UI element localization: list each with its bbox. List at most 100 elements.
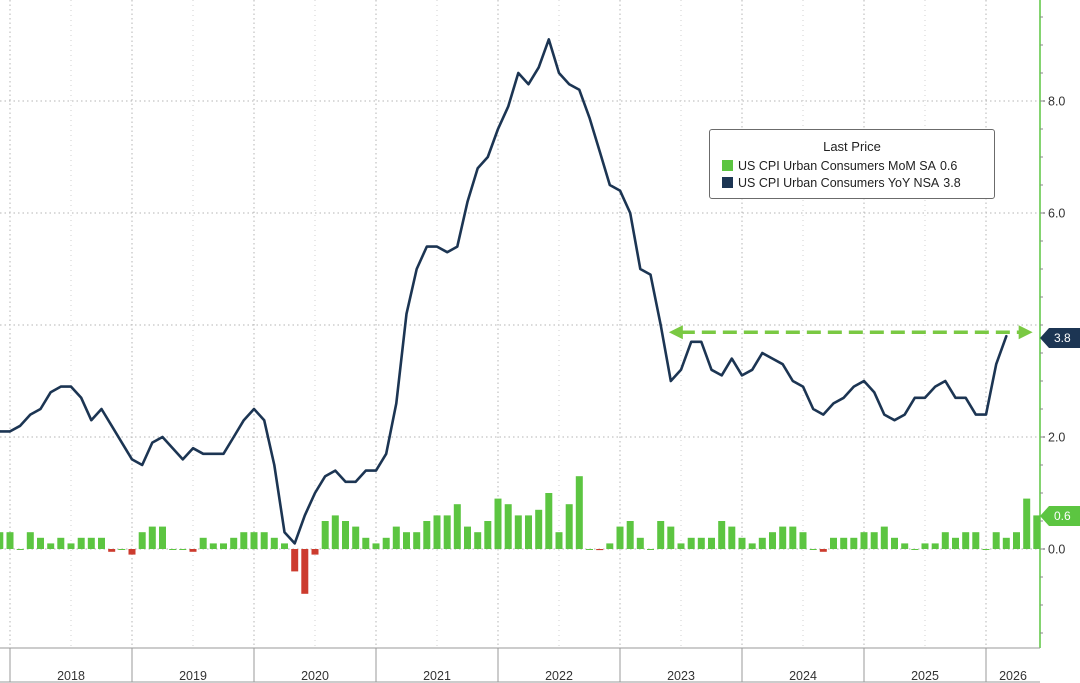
legend: Last Price US CPI Urban Consumers MoM SA… — [709, 129, 995, 199]
mom-bar — [586, 549, 593, 550]
mom-bar — [240, 532, 248, 549]
mom-bar — [535, 509, 543, 549]
mom-bar — [0, 532, 4, 549]
x-year-label: 2018 — [57, 669, 85, 683]
mom-bar — [189, 549, 197, 552]
mom-bar — [545, 493, 553, 549]
mom-bar — [362, 537, 370, 549]
legend-label-mom: US CPI Urban Consumers MoM SA — [738, 158, 936, 173]
mom-bar — [179, 549, 187, 550]
mom-bar — [342, 521, 349, 549]
mom-bar — [474, 532, 482, 549]
mom-bar — [606, 543, 614, 549]
mom-bar — [453, 504, 461, 549]
y-tick-label: 0.0 — [1048, 543, 1065, 557]
mom-bar — [789, 526, 797, 549]
mom-bar — [525, 515, 532, 549]
range-arrow-head-right — [1018, 325, 1033, 340]
mom-bar — [47, 543, 55, 549]
mom-bar — [464, 526, 471, 549]
mom-bar — [636, 537, 644, 549]
x-year-label: 2023 — [667, 669, 695, 683]
x-year-label: 2020 — [301, 669, 329, 683]
mom-bar — [891, 537, 898, 549]
mom-bar — [311, 549, 319, 555]
mom-bar — [128, 549, 136, 555]
mom-bar — [433, 515, 441, 549]
mom-bar — [962, 532, 970, 549]
yoy-line — [0, 38, 1008, 545]
mom-bar — [6, 532, 14, 549]
mom-bar — [819, 549, 827, 552]
legend-swatch-yoy — [722, 177, 733, 188]
yoy-line-layer — [0, 38, 1008, 545]
mom-bar — [1002, 537, 1010, 549]
mom-bar — [799, 532, 807, 549]
mom-bar — [270, 537, 278, 549]
mom-bar — [748, 543, 756, 549]
x-year-label: 2025 — [911, 669, 939, 683]
mom-bar — [1023, 498, 1031, 549]
mom-bar — [484, 521, 492, 549]
mom-bar — [26, 532, 34, 549]
mom-bar — [677, 543, 685, 549]
mom-bar — [952, 537, 959, 549]
mom-bar — [291, 549, 299, 572]
mom-bar — [982, 549, 990, 550]
mom-bar — [301, 549, 309, 594]
mom-bar — [941, 532, 949, 549]
legend-swatch-mom — [722, 160, 733, 171]
x-year-label: 2021 — [423, 669, 451, 683]
mom-bar — [260, 532, 268, 549]
mom-bar — [118, 549, 126, 550]
mom-bar — [931, 543, 939, 549]
mom-bar — [230, 537, 238, 549]
mom-bar — [16, 549, 24, 550]
mom-bar — [108, 549, 116, 552]
mom-bar — [413, 532, 421, 549]
mom-bar — [779, 526, 787, 549]
mom-bar — [830, 537, 837, 549]
mom-bar — [708, 537, 715, 549]
mom-bar — [626, 521, 634, 549]
mom-bar — [494, 498, 502, 549]
legend-entry-yoy: US CPI Urban Consumers YoY NSA 3.8 — [710, 174, 994, 191]
mom-bar — [87, 537, 95, 549]
legend-value-mom: 0.6 — [939, 158, 958, 173]
mom-bar — [138, 532, 146, 549]
legend-value-yoy: 3.8 — [943, 175, 961, 190]
mom-bar — [321, 521, 329, 549]
mom-bar — [514, 515, 522, 549]
mom-bar — [555, 532, 563, 549]
y-tick-label: 8.0 — [1048, 95, 1065, 109]
mom-bar — [657, 521, 665, 549]
mom-bar — [565, 504, 573, 549]
mom-bar — [718, 521, 726, 549]
mom-bar — [199, 537, 207, 549]
x-year-label: 2022 — [545, 669, 573, 683]
mom-bar — [697, 537, 705, 549]
mom-bar — [616, 526, 624, 549]
mom-bar — [728, 526, 736, 549]
mom-bar — [67, 543, 75, 549]
range-arrow — [668, 325, 1033, 340]
mom-bar — [840, 537, 848, 549]
mom-bar — [972, 532, 980, 549]
mom-bar — [392, 526, 400, 549]
mom-bar — [37, 537, 44, 549]
mom-bar — [901, 543, 909, 549]
mom-bar — [352, 526, 360, 549]
mom-bar — [148, 526, 156, 549]
x-year-label: 2026 — [999, 669, 1027, 683]
mom-bars — [0, 476, 1041, 594]
mom-bar — [98, 537, 105, 549]
x-year-label: 2024 — [789, 669, 817, 683]
mom-bar — [504, 504, 512, 549]
mom-bar — [159, 526, 166, 549]
legend-label-yoy: US CPI Urban Consumers YoY NSA — [738, 175, 940, 190]
x-year-label: 2019 — [179, 669, 207, 683]
mom-bar — [911, 549, 919, 550]
mom-bar — [443, 515, 451, 549]
